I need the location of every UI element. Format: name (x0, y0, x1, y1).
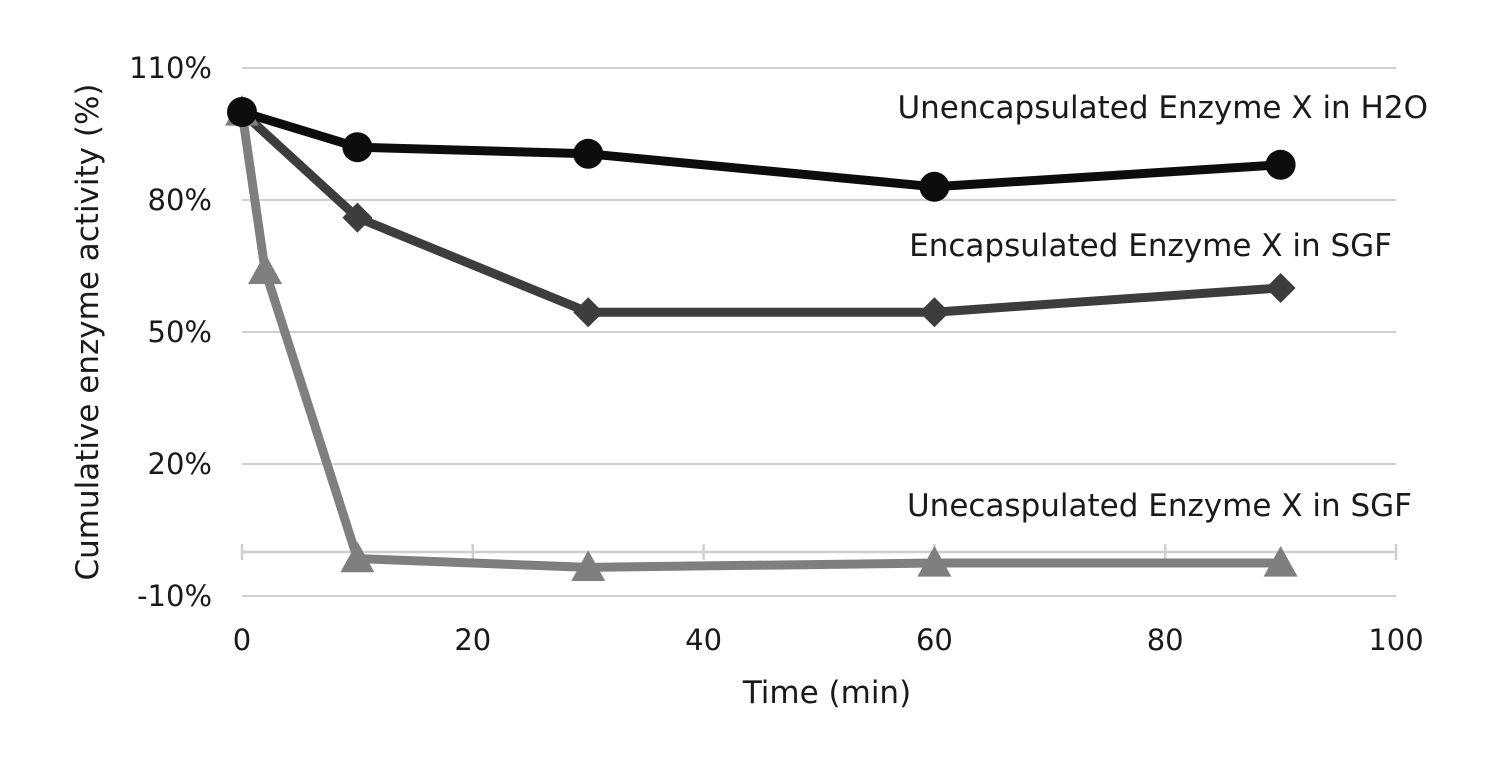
y-tick-label: 20% (148, 447, 212, 481)
series-label: Unencapsulated Enzyme X in H2O (897, 90, 1428, 126)
series-group (225, 95, 1298, 581)
y-tick-label: 110% (129, 51, 212, 85)
y-tick-label: 50% (148, 315, 212, 349)
series-labels: Unencapsulated Enzyme X in H2O Encapsulat… (897, 90, 1428, 524)
y-axis: 110% 80% 50% 20% -10% (129, 51, 212, 613)
x-tick-label: 60 (916, 623, 953, 657)
data-point (1265, 273, 1296, 303)
data-point (1263, 546, 1298, 577)
data-point (571, 550, 606, 581)
y-tick-label: -10% (137, 579, 212, 613)
x-tick-label: 40 (685, 623, 722, 657)
data-point (573, 138, 604, 169)
series-line (237, 107, 1286, 317)
gridlines (242, 67, 1396, 597)
data-point (1265, 149, 1296, 180)
x-tick-label: 20 (454, 623, 491, 657)
data-point (342, 202, 373, 233)
data-point (917, 546, 952, 577)
data-point (248, 253, 283, 284)
x-tick-label: 0 (233, 623, 251, 657)
x-tick-label: 100 (1368, 623, 1423, 657)
data-point (919, 297, 950, 328)
data-point (342, 132, 373, 163)
x-tick-label: 80 (1147, 623, 1184, 657)
data-point (919, 171, 950, 202)
series-label: Encapsulated Enzyme X in SGF (909, 228, 1392, 264)
data-point (227, 97, 257, 127)
data-point (340, 541, 375, 573)
x-axis: 0 20 40 60 80 100 (233, 544, 1424, 657)
data-point (573, 297, 604, 328)
series-label: Unecaspulated Enzyme X in SGF (907, 488, 1412, 524)
y-axis-title: Cumulative enzyme activity (%) (70, 83, 106, 580)
series-line (237, 107, 1286, 572)
y-tick-label: 80% (148, 183, 212, 217)
x-axis-title: Time (min) (742, 675, 911, 711)
